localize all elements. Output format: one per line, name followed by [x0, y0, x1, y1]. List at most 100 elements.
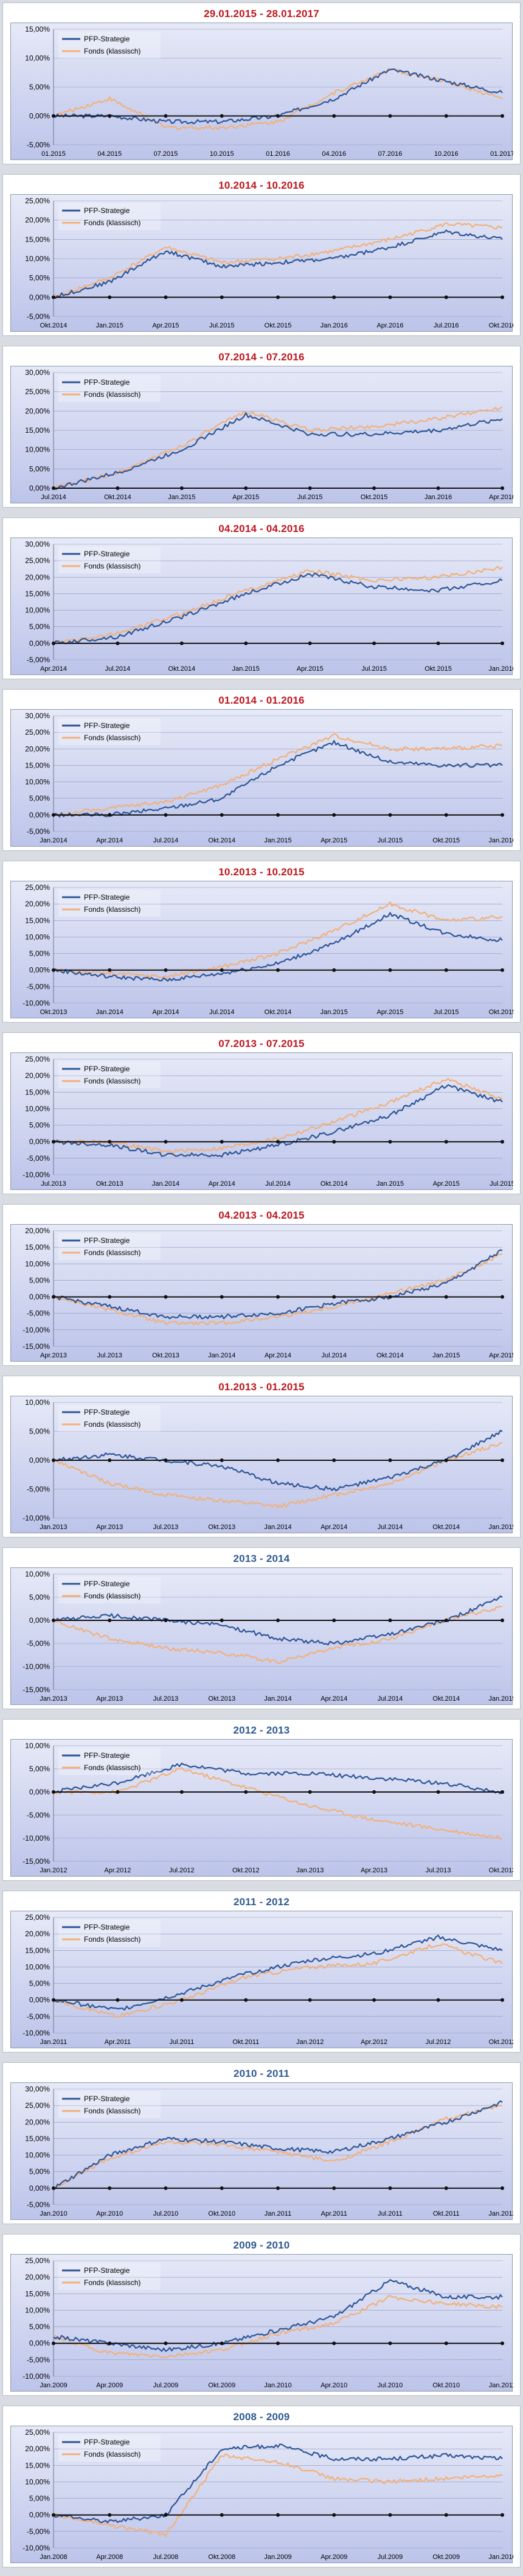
- zero-line-marker: [52, 1139, 55, 1144]
- x-tick-label: Jul.2013: [153, 1695, 179, 1703]
- y-tick-label: -10,00%: [23, 1171, 50, 1179]
- zero-line-marker: [276, 295, 280, 299]
- legend-label: PFP-Strategie: [84, 378, 130, 387]
- legend: PFP-Strategie Fonds (klassisch): [58, 32, 161, 58]
- x-tick-label: Jan.2010: [264, 2382, 291, 2389]
- y-tick-label: 15,00%: [25, 761, 50, 769]
- zero-line-marker: [276, 1458, 280, 1462]
- series-line-fonds-klassisch: [53, 1767, 503, 1840]
- x-tick-label: Apr.2015: [489, 1352, 513, 1359]
- series-line-pfp-strategie: [53, 1430, 503, 1492]
- y-tick-label: 10,00%: [25, 2477, 50, 2486]
- x-tick-label: Apr.2012: [104, 1867, 131, 1874]
- y-tick-label: -5,00%: [27, 2200, 50, 2209]
- x-tick-label: Jan.2015: [320, 1009, 348, 1016]
- legend: PFP-Strategie Fonds (klassisch): [58, 1748, 161, 1775]
- x-tick-label: Jan.2008: [40, 2553, 67, 2561]
- line-chart: -10,00% -5,00% 0,00% 5,00% 10,00% 15,00% 20,00…: [23, 1913, 513, 2046]
- y-tick-label: 0,00%: [29, 293, 50, 301]
- chart-title: 2013 - 2014: [233, 1553, 290, 1564]
- zero-line-marker: [52, 968, 55, 972]
- y-tick-label: 5,00%: [29, 794, 50, 803]
- plot-area: -10,00% -5,00% 0,00% 5,00% 10,00% 15,00% 20,00…: [10, 2426, 513, 2563]
- y-tick-label: 15,00%: [25, 25, 50, 33]
- legend-box: [58, 1577, 161, 1603]
- zero-line-marker: [220, 114, 224, 118]
- x-tick-label: Jan.2013: [296, 1867, 324, 1874]
- y-tick-label: 10,00%: [25, 446, 50, 454]
- series-line-pfp-strategie: [53, 2100, 503, 2191]
- y-tick-label: 20,00%: [25, 900, 50, 908]
- zero-line-marker: [244, 1998, 248, 2002]
- zero-line-marker: [116, 1998, 120, 2002]
- y-tick-label: 10,00%: [25, 778, 50, 786]
- zero-line-marker: [500, 1139, 504, 1144]
- x-tick-label: Jul.2014: [105, 665, 131, 673]
- chart-panel: 04.2013 - 04.2015 -15,00% -10,00% -5,00% 0,0…: [2, 1204, 521, 1366]
- legend-box: [58, 2263, 161, 2290]
- y-tick-label: 0,00%: [29, 1138, 50, 1146]
- y-tick-label: 20,00%: [25, 1071, 50, 1080]
- y-tick-label: 20,00%: [25, 407, 50, 415]
- x-tick-label: Apr.2013: [96, 1695, 123, 1703]
- y-tick-label: 10,00%: [25, 1398, 50, 1407]
- x-tick-label: Jul.2016: [434, 322, 459, 329]
- zero-line-marker: [276, 1295, 280, 1299]
- x-tick-label: Okt.2014: [376, 1352, 404, 1359]
- x-tick-label: Jan.2015: [264, 837, 291, 844]
- plot-area: -5,00% 0,00% 5,00% 10,00% 15,00% 20,00% 25,00%…: [10, 194, 513, 332]
- y-tick-label: -10,00%: [23, 999, 50, 1007]
- x-tick-label: Jan.2011: [489, 2382, 513, 2389]
- x-tick-label: Apr.2011: [321, 2210, 347, 2217]
- legend-label: Fonds (klassisch): [84, 1592, 140, 1600]
- zero-line-marker: [388, 1458, 392, 1462]
- chart-panel: 2012 - 2013 -15,00% -10,00% -5,00% 0,00% 5,00…: [2, 1719, 521, 1881]
- legend-label: PFP-Strategie: [84, 2438, 130, 2446]
- y-tick-label: 5,00%: [29, 464, 50, 473]
- y-tick-label: 20,00%: [25, 2445, 50, 2453]
- plot-area: -10,00% -5,00% 0,00% 5,00% 10,00% 15,00% 20,00…: [10, 1911, 513, 2048]
- line-chart: -15,00% -10,00% -5,00% 0,00% 5,00% 10,00% Jan.…: [23, 1741, 513, 1874]
- y-tick-label: -5,00%: [27, 1309, 50, 1318]
- x-tick-label: Apr.2015: [376, 1009, 403, 1016]
- zero-line-marker: [444, 813, 448, 817]
- legend-label: Fonds (klassisch): [84, 2450, 140, 2459]
- zero-line-marker: [52, 641, 55, 645]
- zero-line-marker: [220, 1619, 224, 1622]
- zero-line-marker: [244, 486, 248, 490]
- chart-panel: 2008 - 2009 -10,00% -5,00% 0,00% 5,00% 10,00%…: [2, 2406, 521, 2567]
- x-tick-label: 01.2016: [266, 150, 290, 158]
- x-tick-label: Jul.2014: [265, 1180, 291, 1188]
- zero-line-marker: [164, 2186, 168, 2190]
- x-tick-label: Apr.2016: [376, 322, 403, 329]
- x-tick-label: 10.2015: [210, 150, 234, 158]
- chart-panel: 2011 - 2012 -10,00% -5,00% 0,00% 5,00% 10,00%…: [2, 1891, 521, 2053]
- plot-area: -5,00% 0,00% 5,00% 10,00% 15,00% 20,00% 25,00%…: [10, 709, 513, 847]
- y-tick-label: -15,00%: [23, 1857, 50, 1866]
- y-tick-label: 0,00%: [29, 112, 50, 121]
- x-tick-label: Okt.2014: [432, 1524, 460, 1531]
- x-tick-label: Okt.2011: [232, 2039, 259, 2046]
- zero-line-marker: [179, 1790, 184, 1794]
- y-tick-label: -5,00%: [27, 1485, 50, 1494]
- chart-title: 01.2013 - 01.2015: [218, 1381, 305, 1393]
- line-chart: -10,00% -5,00% 0,00% 5,00% 10,00% 15,00% 20,00…: [23, 883, 513, 1016]
- legend-label: PFP-Strategie: [84, 1923, 130, 1931]
- y-tick-label: 25,00%: [25, 1913, 50, 1922]
- zero-line-marker: [388, 114, 392, 118]
- legend-box: [58, 2091, 161, 2118]
- x-tick-label: Jul.2012: [426, 2039, 451, 2046]
- y-tick-label: -10,00%: [23, 2544, 50, 2552]
- legend-label: Fonds (klassisch): [84, 1935, 140, 1944]
- x-tick-label: Okt.2013: [208, 1524, 235, 1531]
- series-line-fonds-klassisch: [53, 2453, 503, 2538]
- zero-line-marker: [500, 486, 504, 490]
- series-line-pfp-strategie: [53, 1084, 503, 1158]
- zero-line-marker: [244, 641, 248, 645]
- x-tick-label: Okt.2014: [40, 322, 68, 329]
- x-tick-label: Okt.2013: [96, 1180, 123, 1188]
- y-tick-label: -10,00%: [23, 1514, 50, 1522]
- legend: PFP-Strategie Fonds (klassisch): [58, 890, 161, 917]
- x-tick-label: Jul.2014: [153, 837, 179, 844]
- y-tick-label: 10,00%: [25, 933, 50, 941]
